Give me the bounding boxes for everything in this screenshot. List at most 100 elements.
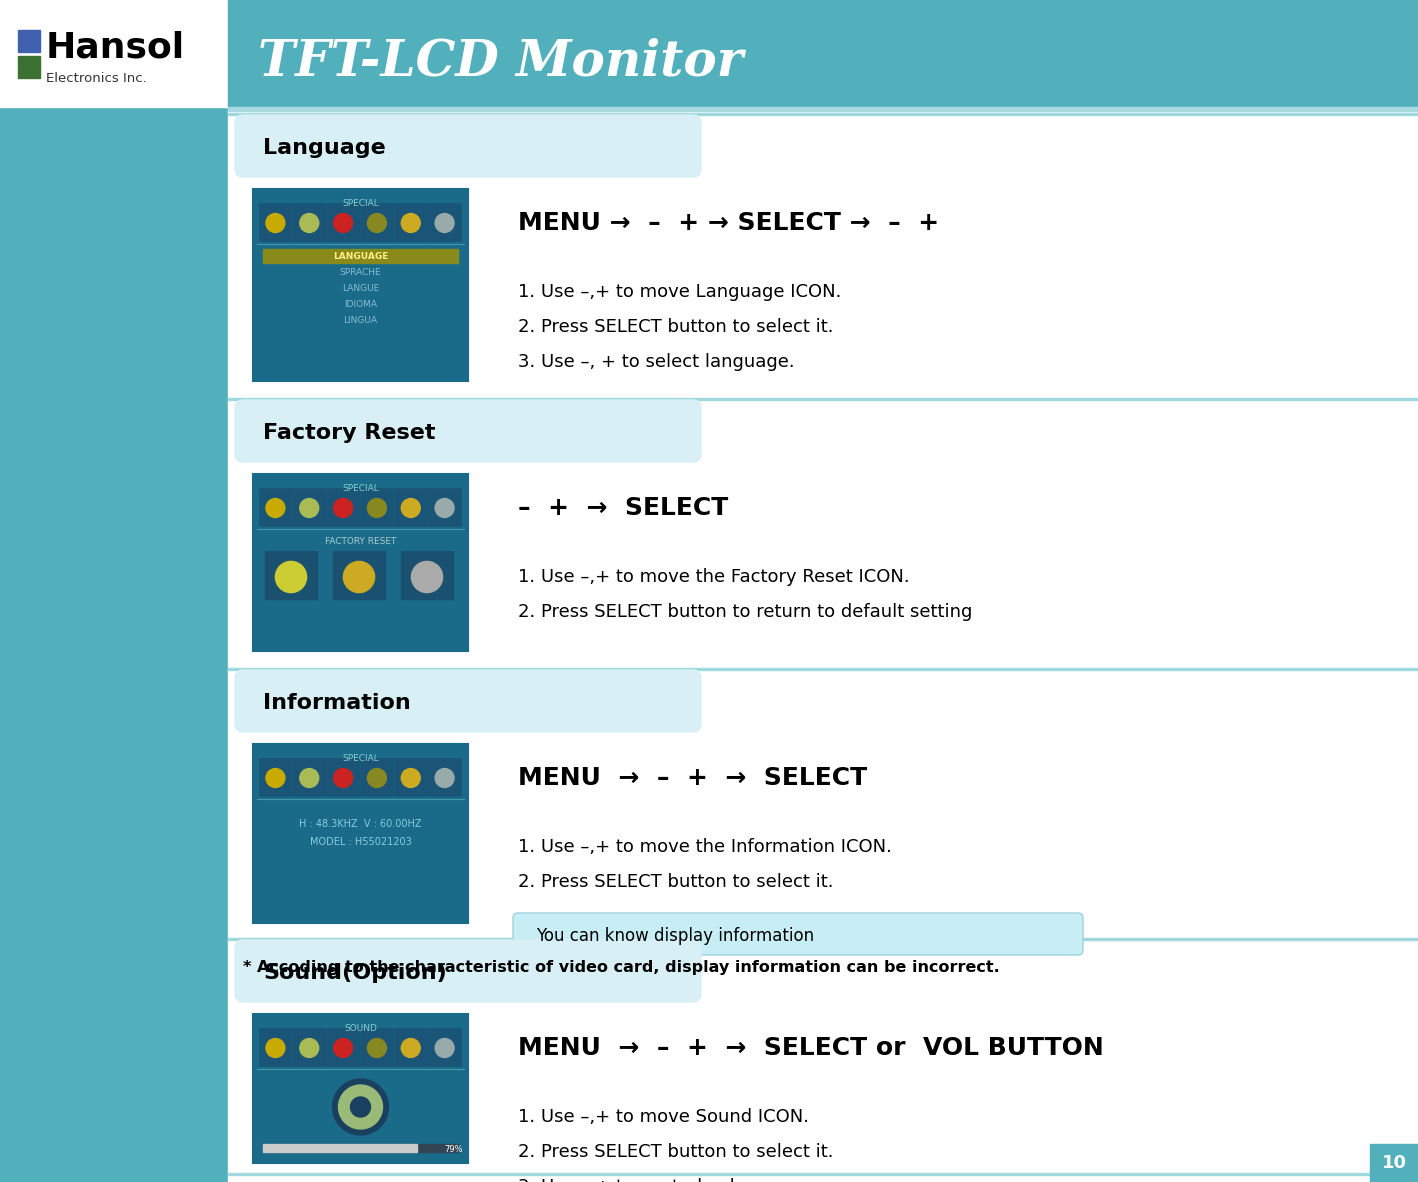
Bar [326, 1028, 360, 1066]
Bar [326, 203, 360, 241]
Text: 10: 10 [1381, 1154, 1407, 1173]
Bar [294, 1028, 326, 1066]
Bar [228, 939, 1418, 940]
Text: TFT-LCD Monitor: TFT-LCD Monitor [258, 38, 743, 87]
Circle shape [343, 561, 374, 592]
Text: 2. Press SELECT button to select it.: 2. Press SELECT button to select it. [518, 318, 834, 336]
Bar [394, 1028, 427, 1066]
Text: SPECIAL: SPECIAL [342, 754, 379, 764]
Bar [252, 189, 468, 381]
Text: MODEL : H55021203: MODEL : H55021203 [309, 837, 411, 847]
Bar [294, 203, 326, 241]
Text: 79%: 79% [444, 1145, 464, 1154]
Circle shape [333, 768, 353, 787]
Text: MENU  →  –  +  →  SELECT: MENU → – + → SELECT [518, 766, 868, 790]
Circle shape [267, 768, 285, 787]
Bar [228, 668, 1418, 670]
Circle shape [333, 499, 353, 518]
Circle shape [401, 1039, 420, 1058]
Circle shape [411, 561, 442, 592]
Circle shape [333, 1039, 353, 1058]
Bar [0, 108, 228, 1182]
FancyBboxPatch shape [235, 670, 700, 732]
Bar [428, 758, 461, 795]
Bar [294, 488, 326, 526]
Text: MENU →  –  + → SELECT →  –  +: MENU → – + → SELECT → – + [518, 212, 939, 235]
Text: 1. Use –,+ to move the Information ICON.: 1. Use –,+ to move the Information ICON. [518, 838, 892, 856]
Bar [18, 30, 40, 52]
Bar [428, 203, 461, 241]
Text: 1. Use –,+ to move Sound ICON.: 1. Use –,+ to move Sound ICON. [518, 1108, 810, 1126]
Text: LANGUAGE: LANGUAGE [333, 252, 389, 261]
Circle shape [401, 499, 420, 518]
Bar [252, 1014, 468, 1163]
Circle shape [267, 499, 285, 518]
Bar [252, 743, 468, 923]
Text: SPRACHE: SPRACHE [340, 268, 381, 277]
Text: 3. Use –, + to select language.: 3. Use –, + to select language. [518, 353, 794, 371]
Bar [333, 551, 386, 599]
Text: 2. Press SELECT button to select it.: 2. Press SELECT button to select it. [518, 873, 834, 891]
Circle shape [333, 214, 353, 233]
Bar [228, 113, 1418, 115]
Text: Factory Reset: Factory Reset [262, 423, 435, 443]
Text: Hansol: Hansol [45, 30, 186, 64]
Text: Language: Language [262, 138, 386, 158]
FancyBboxPatch shape [513, 913, 1083, 955]
Circle shape [435, 768, 454, 787]
Bar [259, 203, 292, 241]
Text: –  +  →  SELECT: – + → SELECT [518, 496, 729, 520]
Bar [360, 1028, 393, 1066]
Text: 1. Use –,+ to move Language ICON.: 1. Use –,+ to move Language ICON. [518, 282, 841, 301]
Bar [228, 0, 1418, 108]
Text: LINGUA: LINGUA [343, 316, 377, 325]
Circle shape [299, 214, 319, 233]
Bar [394, 488, 427, 526]
Text: LANGUE: LANGUE [342, 284, 379, 293]
Bar [0, 0, 228, 108]
Bar [228, 108, 1418, 1182]
Circle shape [367, 214, 386, 233]
Bar [1370, 1144, 1418, 1182]
Text: Electronics Inc.: Electronics Inc. [45, 72, 146, 85]
Circle shape [267, 1039, 285, 1058]
Text: Information: Information [262, 693, 411, 713]
Circle shape [332, 1079, 389, 1135]
Bar [394, 758, 427, 795]
Text: * Accoding to the characteristic of video card, display information can be incor: * Accoding to the characteristic of vide… [242, 960, 1000, 975]
Bar [259, 1028, 292, 1066]
Text: 2. Press SELECT button to select it.: 2. Press SELECT button to select it. [518, 1143, 834, 1161]
Bar [360, 758, 393, 795]
Bar [262, 1144, 417, 1152]
Bar [259, 488, 292, 526]
Circle shape [299, 768, 319, 787]
Bar [294, 758, 326, 795]
Bar [326, 758, 360, 795]
Text: 1. Use –,+ to move the Factory Reset ICON.: 1. Use –,+ to move the Factory Reset ICO… [518, 569, 909, 586]
Bar [262, 249, 458, 264]
Bar [262, 1144, 458, 1152]
Text: SPECIAL: SPECIAL [342, 483, 379, 493]
FancyBboxPatch shape [235, 400, 700, 462]
Text: H : 48.3KHZ  V : 60.00HZ: H : 48.3KHZ V : 60.00HZ [299, 819, 421, 829]
Circle shape [435, 1039, 454, 1058]
Circle shape [367, 1039, 386, 1058]
Text: 3. Use –,+ to control volume.: 3. Use –,+ to control volume. [518, 1178, 780, 1182]
Text: IDIOMA: IDIOMA [345, 300, 377, 309]
Circle shape [367, 499, 386, 518]
Circle shape [367, 768, 386, 787]
FancyBboxPatch shape [235, 940, 700, 1002]
Circle shape [275, 561, 306, 592]
Circle shape [401, 214, 420, 233]
Text: You can know display information: You can know display information [536, 927, 814, 944]
Text: FACTORY RESET: FACTORY RESET [325, 537, 396, 546]
Circle shape [350, 1097, 370, 1117]
Bar [326, 488, 360, 526]
Bar [18, 56, 40, 78]
Bar [401, 551, 452, 599]
Circle shape [267, 214, 285, 233]
Text: Sound(Option): Sound(Option) [262, 963, 447, 983]
Bar [228, 108, 1418, 111]
Bar [252, 474, 468, 651]
Circle shape [339, 1085, 383, 1129]
